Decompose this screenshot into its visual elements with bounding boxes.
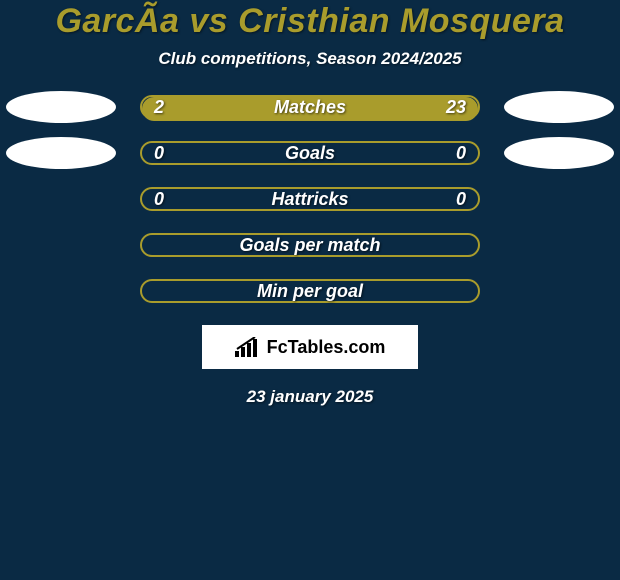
stat-value-right: 0 — [456, 143, 466, 164]
logo-text: FcTables.com — [267, 337, 386, 358]
stat-row: 0 0 Hattricks — [0, 187, 620, 211]
bars-icon — [235, 337, 261, 357]
player-right-oval — [504, 91, 614, 123]
stat-label: Matches — [274, 97, 346, 118]
stat-value-left: 0 — [154, 189, 164, 210]
stat-row: 0 0 Goals — [0, 141, 620, 165]
date-text: 23 january 2025 — [247, 387, 374, 407]
stat-bar: Min per goal — [140, 279, 480, 303]
stat-bar: 0 0 Goals — [140, 141, 480, 165]
player-right-oval — [504, 137, 614, 169]
player-left-oval — [6, 137, 116, 169]
stat-label: Hattricks — [271, 189, 348, 210]
stat-value-left: 2 — [154, 97, 164, 118]
page-subtitle: Club competitions, Season 2024/2025 — [158, 49, 461, 69]
comparison-infographic: GarcÃ­a vs Cristhian Mosquera Club compe… — [0, 0, 620, 580]
page-title: GarcÃ­a vs Cristhian Mosquera — [55, 2, 564, 41]
stat-label: Goals — [285, 143, 335, 164]
stat-row: Goals per match — [0, 233, 620, 257]
logo-box: FcTables.com — [202, 325, 418, 369]
stat-label: Min per goal — [257, 281, 363, 302]
stat-label: Goals per match — [239, 235, 380, 256]
stat-value-right: 0 — [456, 189, 466, 210]
player-left-oval — [6, 91, 116, 123]
stat-rows: 2 23 Matches 0 0 Goals 0 0 Hattricks Goals per ma… — [0, 95, 620, 303]
stat-value-right: 23 — [446, 97, 466, 118]
stat-row: 2 23 Matches — [0, 95, 620, 119]
stat-row: Min per goal — [0, 279, 620, 303]
stat-bar: Goals per match — [140, 233, 480, 257]
stat-value-left: 0 — [154, 143, 164, 164]
stat-bar: 2 23 Matches — [140, 95, 480, 119]
stat-bar: 0 0 Hattricks — [140, 187, 480, 211]
